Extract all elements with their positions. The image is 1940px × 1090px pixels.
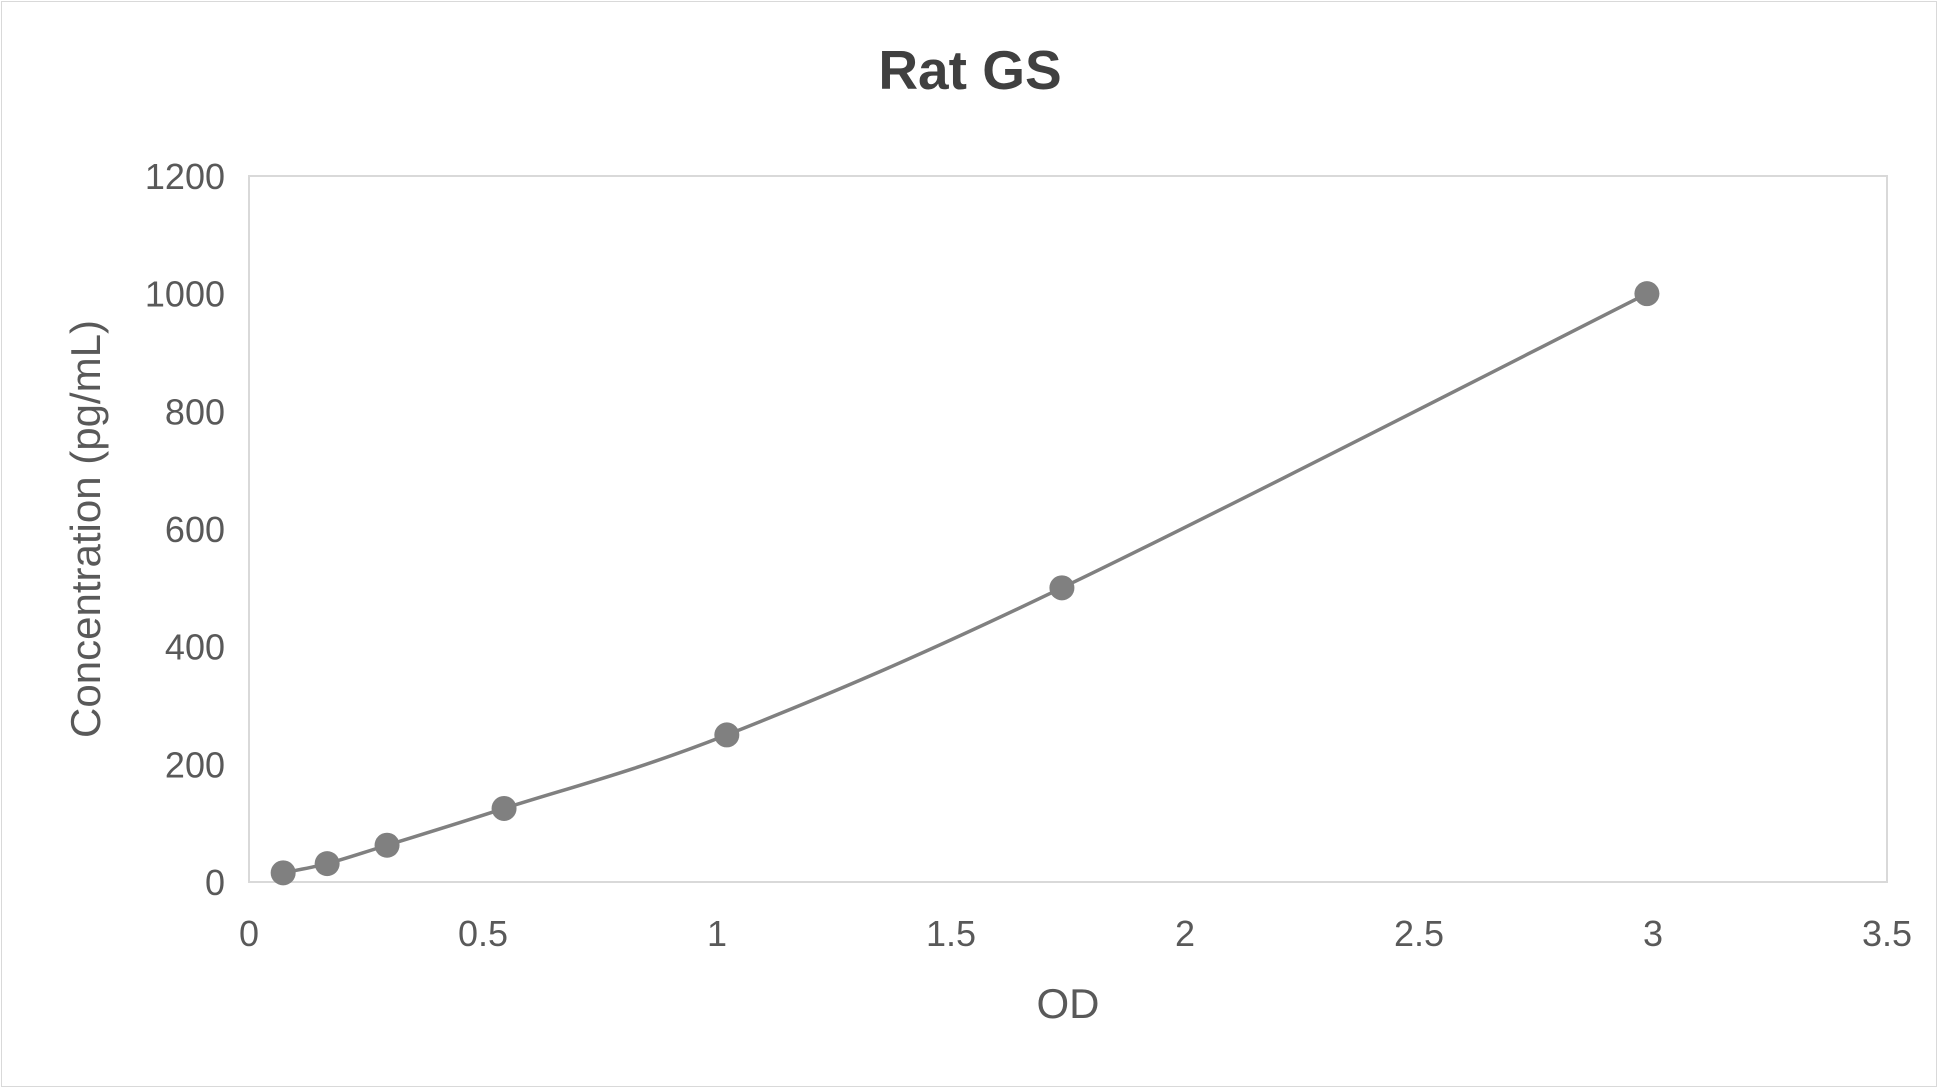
y-tick-label: 200 [165,744,225,785]
y-tick-label: 600 [165,509,225,550]
y-tick-label: 1000 [145,274,225,315]
x-tick-label: 1 [707,913,727,954]
data-point-marker [1634,281,1660,307]
plot-area [248,175,1888,883]
data-point-marker [270,860,296,886]
x-tick-label: 2 [1175,913,1195,954]
data-point-marker [314,851,340,877]
data-point-marker [374,832,400,858]
x-tick-label: 2.5 [1394,913,1444,954]
y-axis-title: Concentration (pg/mL) [62,320,109,738]
y-tick-label: 0 [205,862,225,903]
y-axis-ticks: 0 200 400 600 800 1000 1200 [145,156,225,903]
y-tick-label: 400 [165,627,225,668]
x-tick-label: 0 [239,913,259,954]
chart-title: Rat GS [878,39,1062,101]
series-markers [270,281,1660,886]
x-tick-label: 3.5 [1862,913,1912,954]
y-tick-label: 800 [165,391,225,432]
x-axis-ticks: 0 0.5 1 1.5 2 2.5 3 3.5 [239,913,1912,954]
x-tick-label: 0.5 [458,913,508,954]
y-tick-label: 1200 [145,156,225,197]
series-line [282,292,1648,875]
x-tick-label: 1.5 [926,913,976,954]
data-point-marker [491,795,517,821]
data-point-marker [714,722,740,748]
x-tick-label: 3 [1643,913,1663,954]
x-axis-title: OD [1037,980,1100,1027]
data-point-marker [1049,575,1075,601]
